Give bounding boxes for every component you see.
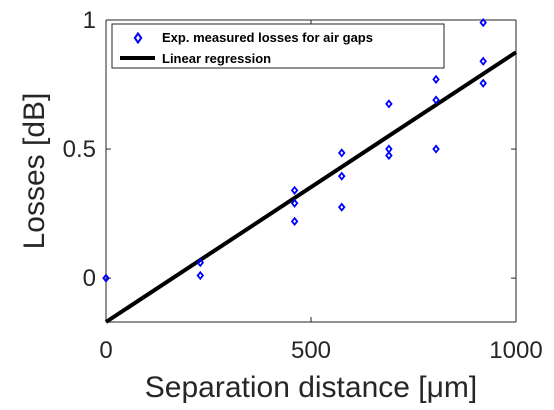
y-axis-title: Losses [dB] [18, 93, 51, 250]
data-point [479, 56, 487, 66]
measured-points-series [102, 17, 487, 283]
legend-label-regression: Linear regression [162, 51, 271, 66]
data-point [102, 273, 110, 283]
data-point [290, 198, 299, 208]
x-tick-label: 0 [99, 337, 112, 364]
tick-labels: 0 500 1000 0 0.5 1 [63, 7, 543, 364]
data-point [337, 148, 346, 158]
x-tick-label: 1000 [489, 337, 542, 364]
y-tick-label: 1 [83, 7, 96, 34]
x-tick-label: 500 [291, 337, 331, 364]
data-point [337, 202, 346, 212]
data-point [479, 78, 487, 88]
y-tick-label: 0 [83, 265, 96, 292]
x-axis-title: Separation distance [μm] [145, 371, 477, 404]
data-point [432, 74, 440, 84]
y-tick-label: 0.5 [63, 136, 96, 163]
data-point [432, 144, 440, 154]
data-point [337, 171, 346, 181]
legend-diamond-marker [133, 31, 143, 45]
data-point [290, 185, 299, 195]
data-point [385, 99, 393, 109]
axes [105, 19, 517, 323]
data-point [385, 150, 393, 161]
plot-area [106, 20, 516, 322]
legend-label-measured: Exp. measured losses for air gaps [162, 30, 373, 45]
legend-box [111, 23, 445, 69]
legend: Exp. measured losses for air gaps Linear… [111, 23, 445, 69]
data-point [196, 270, 205, 281]
data-point [479, 17, 487, 28]
regression-series [104, 50, 518, 324]
data-point [196, 258, 205, 268]
data-point [432, 95, 440, 105]
regression-line [104, 50, 518, 324]
data-point [290, 216, 299, 226]
